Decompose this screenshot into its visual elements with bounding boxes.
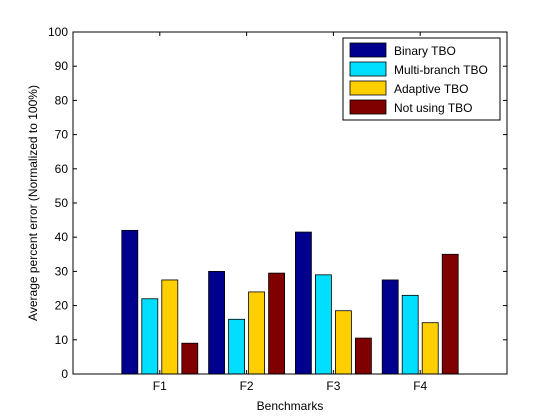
bars-layer	[121, 229, 459, 375]
bar-f1-series-3	[161, 279, 179, 375]
y-tick-label-40: 40	[55, 230, 69, 244]
legend-label-series-1: Binary TBO	[394, 44, 456, 58]
legend: Binary TBO Multi-branch TBO Adaptive TBO No…	[342, 37, 501, 121]
bar-f4-series-3	[421, 322, 439, 375]
bar-f2-series-3	[248, 291, 266, 375]
bar-f3-series-2	[314, 274, 332, 375]
bar-f3-series-4	[354, 337, 372, 375]
y-tick-label-0: 0	[61, 367, 68, 381]
bar-f1-series-2	[141, 298, 159, 375]
bar-f1-series-4	[181, 342, 199, 375]
legend-swatch-series-2	[349, 61, 387, 77]
y-tick-label-20: 20	[55, 299, 69, 313]
y-tick-label-80: 80	[55, 93, 69, 107]
legend-label-series-2: Multi-branch TBO	[394, 63, 488, 77]
bar-f2-series-4	[268, 272, 286, 375]
bar-f2-series-1	[208, 270, 226, 375]
y-tick-label-60: 60	[55, 162, 69, 176]
bar-f4-series-4	[441, 253, 459, 375]
x-tick-label-f2: F2	[240, 379, 254, 393]
bar-f4-series-2	[401, 294, 419, 375]
y-tick-label-70: 70	[55, 128, 69, 142]
x-tick-label-f3: F3	[326, 379, 340, 393]
legend-swatch-series-3	[349, 80, 387, 96]
y-axis-title: Average percent error (Normalized to 100…	[26, 85, 40, 321]
bar-f4-series-1	[381, 279, 399, 375]
y-tick-label-10: 10	[55, 333, 69, 347]
legend-label-series-4: Not using TBO	[394, 101, 472, 115]
x-tick-label-f4: F4	[413, 379, 427, 393]
legend-swatch-series-4	[349, 99, 387, 115]
x-tick-label-f1: F1	[153, 379, 167, 393]
bar-f3-series-3	[334, 310, 352, 375]
y-tick-label-90: 90	[55, 59, 69, 73]
y-tick-label-100: 100	[48, 25, 68, 39]
legend-swatch-series-1	[349, 42, 387, 58]
bar-f3-series-1	[294, 231, 312, 375]
bar-f2-series-2	[228, 318, 246, 375]
y-tick-label-50: 50	[55, 196, 69, 210]
bar-f1-series-1	[121, 229, 139, 375]
y-tick-label-30: 30	[55, 264, 69, 278]
x-axis-title: Benchmarks	[257, 399, 324, 413]
ticks-layer: F1 F2 F3 F4 0 10 20 30 40 50 60 70 80 90 100	[48, 25, 507, 393]
legend-label-series-3: Adaptive TBO	[394, 82, 468, 96]
